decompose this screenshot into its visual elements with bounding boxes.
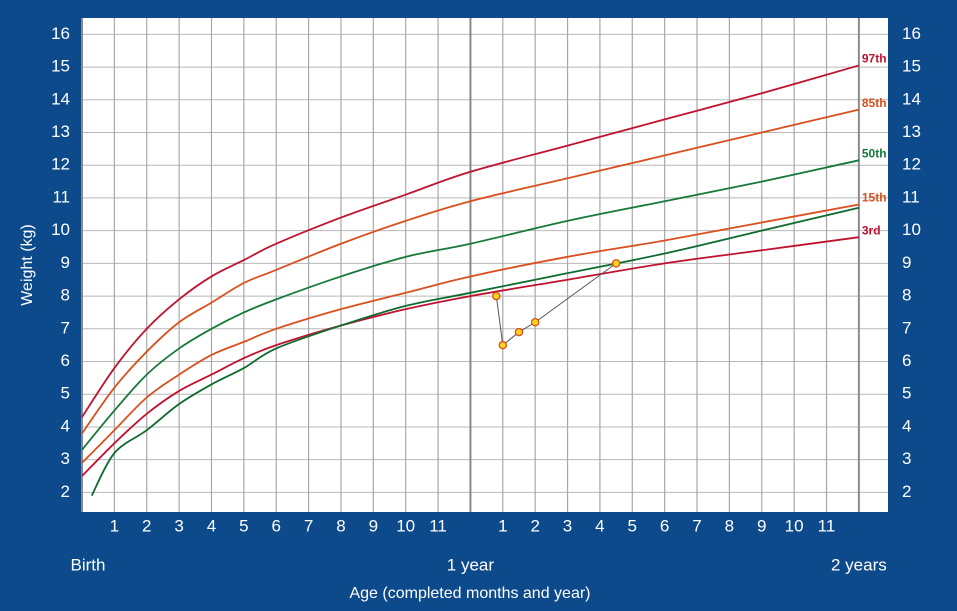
percentile-label: 85th [862,96,887,110]
y-tick-label: 11 [52,187,70,206]
plot-area [82,18,888,512]
x-axis-label: Age (completed months and year) [349,585,590,602]
x-tick-label: 1 [110,516,119,535]
y-tick-label: 9 [61,253,70,272]
y-tick-label: 10 [51,220,70,239]
child-point [514,327,524,337]
x-tick-label: 9 [369,516,378,535]
y-tick-label-right: 14 [902,89,921,108]
x-tick-label: 4 [595,516,604,535]
x-tick-label: 2 [530,516,539,535]
x-tick-label: 3 [563,516,572,535]
x-tick-label: 7 [692,516,701,535]
y-tick-label: 5 [61,384,70,403]
y-axis-label: Weight (kg) [19,224,36,306]
y-tick-label-right: 6 [902,351,911,370]
x-tick-label: 8 [336,516,345,535]
y-tick-label-right: 13 [902,122,921,141]
y-tick-label-right: 10 [902,220,921,239]
percentile-curve [81,159,860,451]
percentile-label: 97th [862,52,887,66]
y-tick-label: 6 [61,351,70,370]
x-major-label: 1 year [447,555,495,574]
percentile-curve [90,206,860,497]
y-tick-label-right: 15 [902,57,921,76]
y-tick-label-right: 12 [902,155,921,174]
child-point [611,259,621,268]
y-tick-label: 2 [61,482,70,501]
x-tick-label: 5 [628,516,637,535]
x-tick-label: 10 [785,516,804,535]
y-tick-label-right: 3 [902,449,911,468]
y-tick-label: 7 [61,318,70,337]
x-tick-label: 2 [142,516,151,535]
x-tick-label: 1 [498,516,507,535]
x-tick-label: 9 [757,516,766,535]
percentile-label: 50th [862,146,887,160]
x-tick-label: 7 [304,516,313,535]
x-tick-label: 10 [396,516,415,535]
x-tick-label: 5 [239,516,248,535]
y-tick-label-right: 16 [902,24,921,43]
y-tick-label-right: 8 [902,286,911,305]
y-tick-label: 14 [51,89,70,108]
y-tick-label: 4 [61,416,70,435]
x-tick-label: 8 [725,516,734,535]
y-tick-label: 12 [51,155,70,174]
y-tick-label-right: 2 [902,482,911,501]
x-tick-label: 11 [818,516,836,535]
y-tick-label-right: 5 [902,384,911,403]
percentile-curve [81,203,860,464]
y-tick-label: 13 [51,122,70,141]
y-tick-label: 8 [61,286,70,305]
x-major-label: Birth [71,555,106,574]
percentile-label: 15th [862,191,887,205]
x-tick-label: 11 [429,516,447,535]
y-tick-label: 15 [51,57,70,76]
y-tick-label-right: 11 [902,187,920,206]
child-point [498,340,508,350]
y-tick-label-right: 7 [902,318,911,337]
percentile-curve [81,108,860,435]
x-tick-label: 6 [660,516,669,535]
y-tick-label: 16 [51,24,70,43]
y-tick-label: 3 [61,449,70,468]
y-tick-label-right: 4 [902,416,911,435]
x-major-label: 2 years [831,555,887,574]
child-point [530,318,540,327]
x-tick-label: 3 [174,516,183,535]
child-point [492,291,501,301]
x-tick-label: 4 [207,516,216,535]
percentile-curve [81,64,860,418]
y-tick-label-right: 9 [902,253,911,272]
x-tick-label: 6 [271,516,280,535]
percentile-label: 3rd [862,223,881,237]
